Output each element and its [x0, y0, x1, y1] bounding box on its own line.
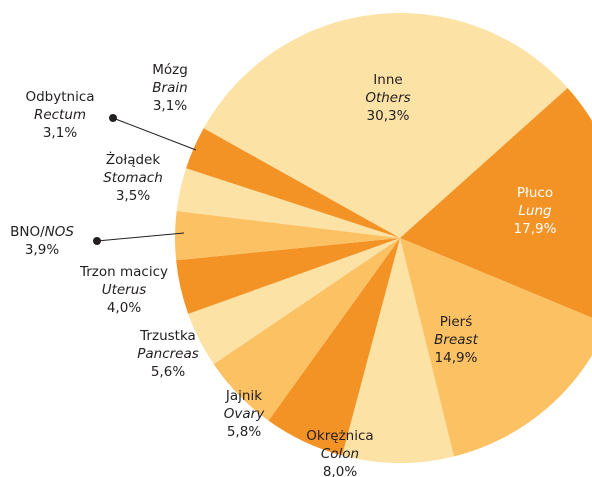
category-name-en: Pancreas: [137, 346, 199, 362]
labels: Inne Others 30,3% Płuco Lung 17,9% Pierś Breast…: [10, 62, 557, 477]
category-name-en: Stomach: [103, 170, 163, 186]
value-label: 3,5%: [116, 188, 150, 204]
leader-line: [96, 232, 185, 242]
category-name-en: Uterus: [102, 282, 147, 298]
category-name: Mózg: [152, 62, 188, 78]
category-name: BNO/: [10, 224, 45, 240]
value-label: 17,9%: [514, 221, 557, 237]
slice: [203, 12, 568, 238]
category-name-en: Others: [365, 90, 410, 106]
leader-line: [112, 117, 197, 151]
category-name-en: Ovary: [224, 406, 265, 422]
category-name: Okrężnica: [306, 428, 373, 444]
value-label: 14,9%: [435, 350, 478, 366]
value-label: 8,0%: [323, 464, 357, 477]
slice: [268, 238, 400, 456]
pie: [175, 12, 592, 464]
slice: [213, 238, 400, 421]
slice-label: BNO/NOS: [10, 224, 74, 240]
category-name-en: Lung: [518, 203, 552, 219]
category-name: Trzustka: [139, 328, 196, 344]
slice: [175, 210, 400, 261]
value-label: 3,9%: [25, 242, 59, 258]
value-label: 30,3%: [367, 108, 410, 124]
slice: [176, 238, 400, 314]
slice: [186, 128, 400, 238]
category-name: Płuco: [517, 185, 553, 201]
category-name: Trzon macicy: [79, 264, 168, 280]
leader-dot: [109, 114, 117, 122]
category-name: Inne: [373, 72, 402, 88]
category-name: Odbytnica: [25, 89, 94, 105]
leader-dot: [93, 237, 101, 245]
value-label: 3,1%: [43, 125, 77, 141]
value-label: 5,8%: [227, 424, 261, 440]
category-name: Pierś: [440, 314, 472, 330]
category-name-en: Colon: [321, 446, 359, 462]
category-name-en: Brain: [152, 80, 187, 96]
slice: [400, 238, 592, 457]
slice: [176, 168, 400, 238]
category-name: Żołądek: [106, 150, 160, 168]
category-name-en: Breast: [434, 332, 478, 348]
category-name: Jajnik: [225, 388, 262, 404]
category-name-en: Rectum: [34, 107, 86, 123]
category-name-en: NOS: [45, 224, 75, 240]
value-label: 3,1%: [153, 98, 187, 114]
slice: [188, 238, 400, 365]
slice: [400, 87, 592, 318]
value-label: 4,0%: [107, 300, 141, 316]
value-label: 5,6%: [151, 364, 185, 380]
slice: [342, 238, 454, 464]
